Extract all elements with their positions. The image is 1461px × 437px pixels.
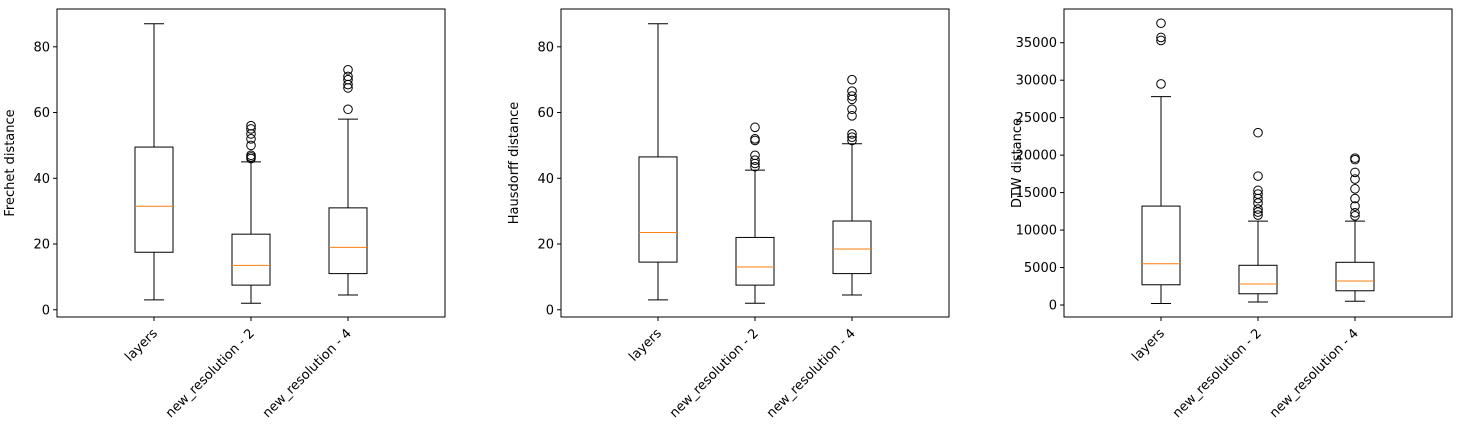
y-axis-label: Hausdorff distance — [507, 102, 522, 224]
outlier-point — [1350, 174, 1360, 184]
x-tick-label: new_resolution - 4 — [260, 326, 355, 421]
iqr-box — [328, 207, 368, 275]
outlier-point — [1253, 204, 1263, 214]
outlier-point — [246, 150, 256, 161]
box-1 — [638, 23, 678, 301]
y-axis-label: DTW distance — [1010, 118, 1025, 208]
x-tick-label: layers — [626, 326, 665, 365]
outlier-point — [343, 71, 353, 82]
outlier-point — [343, 65, 353, 75]
outlier-point — [246, 129, 256, 139]
outlier-point — [343, 104, 353, 115]
outlier-point — [1156, 79, 1166, 89]
outlier-point — [750, 122, 760, 133]
boxplot-panel-3: 0 5000 10000 15000 20000 25000 30000 35000 DTW d… — [1010, 8, 1453, 421]
outlier-point — [1350, 208, 1360, 218]
box-3 — [1335, 153, 1375, 302]
x-tick-label: layers — [122, 326, 161, 365]
outlier-point — [750, 134, 760, 144]
outlier-point — [847, 132, 857, 142]
plot-frame — [560, 8, 950, 318]
box-1 — [134, 23, 174, 301]
outlier-point — [750, 161, 760, 172]
iqr-box — [638, 156, 678, 263]
y-axis-label: Frechet distance — [3, 109, 18, 216]
plot-frame — [56, 8, 446, 318]
outlier-point — [847, 129, 857, 139]
iqr-box — [1238, 264, 1278, 295]
outlier-point — [847, 111, 857, 121]
x-tick-label: new_resolution - 2 — [163, 326, 258, 421]
iqr-box — [735, 236, 775, 286]
y-tick-label: 40 — [537, 172, 554, 187]
y-tick-label: 20000 — [1016, 149, 1057, 164]
y-tick-label: 15000 — [1016, 186, 1057, 201]
y-tick-label: 20 — [33, 238, 50, 253]
outlier-point — [847, 135, 857, 146]
x-tick-label: new_resolution - 4 — [1267, 326, 1362, 421]
outlier-point — [1350, 201, 1360, 211]
y-tick-label: 10000 — [1016, 224, 1057, 239]
outlier-point — [1253, 210, 1263, 220]
y-tick-label: 60 — [33, 106, 50, 121]
iqr-box — [832, 220, 872, 275]
outlier-point — [1350, 153, 1360, 163]
outlier-point — [1253, 171, 1263, 181]
y-tick-label: 40 — [33, 172, 50, 187]
outlier-point — [847, 74, 857, 85]
outlier-point — [246, 134, 256, 144]
x-tick-label: new_resolution - 4 — [764, 326, 859, 421]
y-tick-label: 30000 — [1016, 74, 1057, 89]
outlier-point — [1350, 211, 1360, 221]
outlier-point — [1253, 185, 1263, 196]
outlier-point — [1350, 167, 1360, 178]
outlier-point — [1156, 18, 1166, 29]
y-tick-label: 20 — [537, 238, 554, 253]
outlier-point — [246, 120, 256, 131]
outlier-point — [847, 104, 857, 115]
outlier-point — [1253, 127, 1263, 138]
iqr-box — [231, 233, 271, 286]
plot-frame — [1063, 8, 1453, 318]
y-tick-label: 25000 — [1016, 111, 1057, 126]
iqr-box — [1335, 261, 1375, 292]
outlier-point — [1156, 32, 1166, 43]
outlier-point — [1253, 189, 1263, 199]
box-2 — [1238, 127, 1278, 303]
outlier-point — [750, 155, 760, 166]
box-3 — [328, 65, 368, 296]
outlier-point — [847, 86, 857, 96]
x-tick-label: new_resolution - 2 — [667, 326, 762, 421]
iqr-box — [134, 146, 174, 253]
outlier-point — [246, 140, 256, 151]
outlier-point — [1350, 193, 1360, 204]
box-1 — [1141, 18, 1181, 305]
outlier-point — [750, 150, 760, 161]
box-2 — [231, 120, 271, 304]
y-tick-label: 5000 — [1024, 261, 1057, 276]
outlier-point — [246, 124, 256, 134]
iqr-box — [1141, 205, 1181, 286]
outlier-point — [343, 74, 353, 85]
x-tick-label: new_resolution - 2 — [1170, 326, 1265, 421]
y-tick-label: 35000 — [1016, 36, 1057, 51]
y-tick-label: 80 — [537, 40, 554, 55]
outlier-point — [847, 91, 857, 101]
y-tick-label: 80 — [33, 40, 50, 55]
y-tick-label: 60 — [537, 106, 554, 121]
y-tick-label: 0 — [42, 303, 50, 318]
y-tick-label: 0 — [1049, 299, 1057, 314]
outlier-point — [1156, 35, 1166, 46]
box-3 — [832, 74, 872, 296]
x-tick-label: layers — [1129, 326, 1168, 365]
box-2 — [735, 122, 775, 304]
y-tick-label: 0 — [546, 303, 554, 318]
outlier-point — [1350, 184, 1360, 194]
